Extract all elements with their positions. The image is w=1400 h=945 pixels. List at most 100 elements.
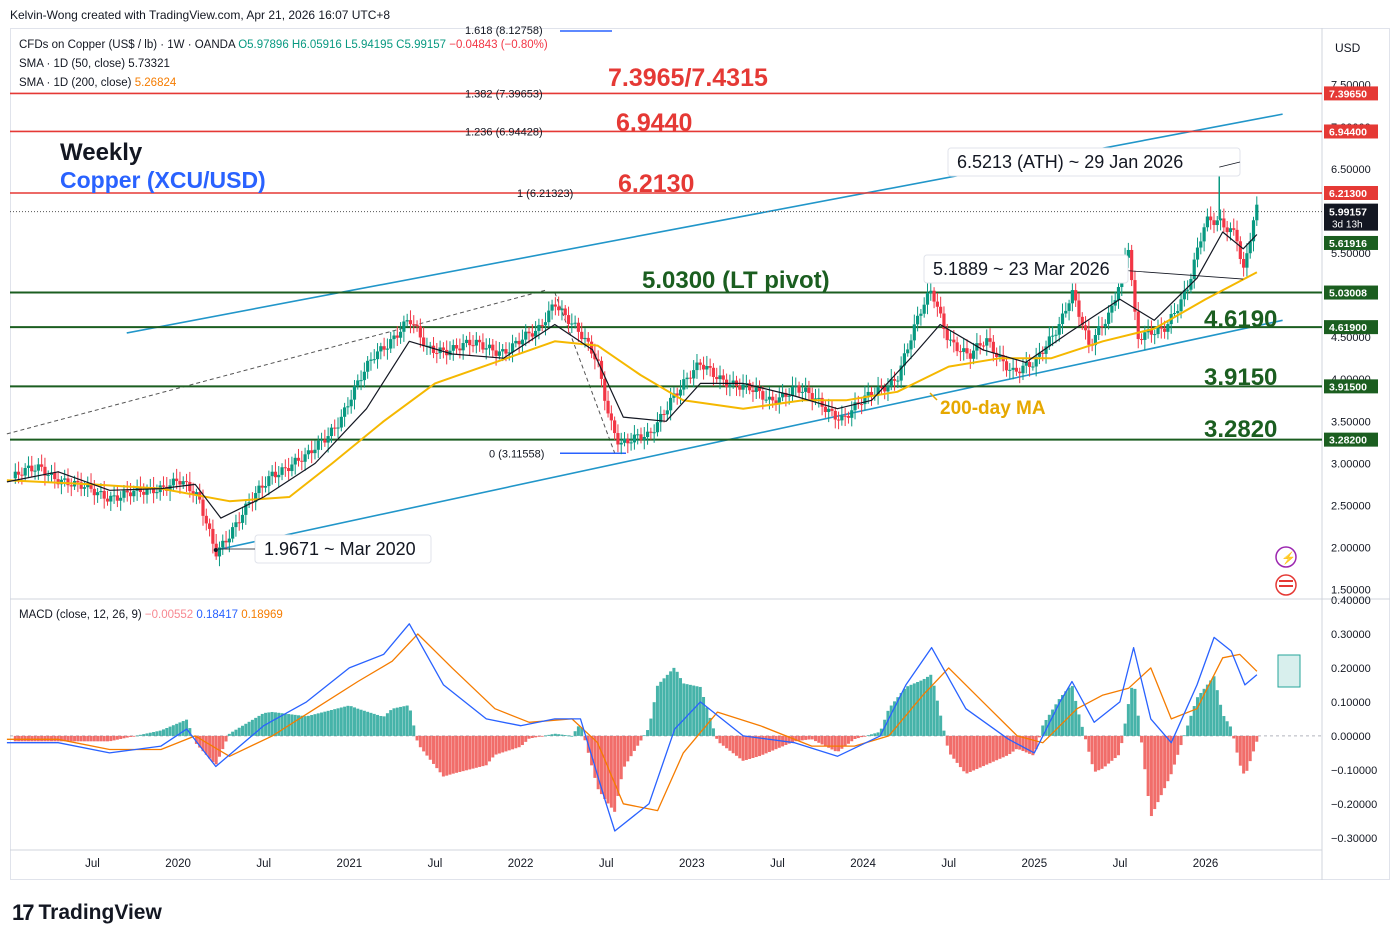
candle-body xyxy=(257,485,261,494)
histogram-bar xyxy=(662,678,666,736)
histogram-bar xyxy=(642,735,646,737)
candle-body xyxy=(181,481,185,485)
histogram-bar xyxy=(50,735,54,742)
histogram-bar xyxy=(432,735,436,764)
histogram-bar xyxy=(978,735,982,768)
candle-body xyxy=(748,383,752,391)
histogram-bar xyxy=(1225,721,1229,736)
candle-body xyxy=(454,345,459,349)
histogram-bar xyxy=(333,709,337,736)
candle-body xyxy=(1242,258,1246,268)
candle-body xyxy=(379,346,383,352)
candle-body xyxy=(1093,335,1098,346)
candle-body xyxy=(1218,218,1223,221)
candle-body xyxy=(1143,332,1147,340)
sma50-line xyxy=(6,231,1258,519)
histogram-bar xyxy=(1166,735,1170,782)
candle-body xyxy=(507,352,511,354)
tradingview-brand[interactable]: 17 TradingView xyxy=(12,900,162,926)
histogram-bar xyxy=(412,725,416,736)
chart-header: Kelvin-Wong created with TradingView.com… xyxy=(10,8,391,22)
mar2026-callout-box xyxy=(923,254,1129,284)
histogram-bar xyxy=(718,735,722,744)
candle-body xyxy=(1166,324,1170,332)
histogram-bar xyxy=(721,735,725,746)
histogram-bar xyxy=(873,733,877,736)
histogram-bar xyxy=(323,711,327,736)
histogram-bar xyxy=(217,735,221,757)
candle-body xyxy=(583,337,587,340)
histogram-bar xyxy=(135,735,139,737)
chart-frame xyxy=(10,28,1390,880)
candle-body xyxy=(1031,366,1035,368)
histogram-bar xyxy=(899,692,903,736)
price-badge xyxy=(1324,432,1378,447)
price-badge xyxy=(1324,124,1378,139)
histogram-bar xyxy=(1084,735,1088,740)
candle-body xyxy=(655,422,660,433)
histogram-bar xyxy=(708,717,712,736)
histogram-bar xyxy=(231,731,235,736)
histogram-bar xyxy=(889,705,893,736)
candle-body xyxy=(372,359,376,361)
sma200-line xyxy=(6,271,1258,503)
ma-arrow xyxy=(929,392,938,401)
candle-body xyxy=(79,482,83,489)
histogram-bar xyxy=(464,735,468,771)
time-tick-label: Jul xyxy=(599,858,614,870)
candle-body xyxy=(287,468,291,472)
candle-body xyxy=(1097,326,1101,336)
histogram-bar xyxy=(787,735,791,744)
histogram-bar xyxy=(893,701,897,736)
histogram-bar xyxy=(870,734,874,736)
sma50-legend[interactable]: SMA · 1D (50, close) 5.73321 xyxy=(19,58,170,70)
candle-body xyxy=(866,391,870,396)
candle-body xyxy=(366,360,370,372)
histogram-bar xyxy=(590,735,594,766)
histogram-bar xyxy=(784,735,788,746)
candle-body xyxy=(534,330,538,337)
level-label-3-9150: 3.9150 xyxy=(1204,364,1277,391)
sma200-legend[interactable]: SMA · 1D (200, close) 5.26824 xyxy=(19,77,176,89)
candle-body xyxy=(280,467,284,475)
candle-body xyxy=(1238,241,1242,259)
histogram-bar xyxy=(481,735,485,767)
histogram-bar xyxy=(392,708,396,736)
histogram-bar xyxy=(56,735,60,742)
histogram-bar xyxy=(422,735,426,752)
histogram-bar xyxy=(616,735,620,796)
histogram-bar xyxy=(619,735,623,780)
histogram-bar xyxy=(1182,735,1186,737)
histogram-bar xyxy=(1031,735,1035,756)
histogram-bar xyxy=(1133,688,1137,736)
symbol-name[interactable]: CFDs on Copper (US$ / lb) · 1W · OANDA xyxy=(19,39,235,51)
ma-label: 200-day MA xyxy=(940,398,1046,419)
candle-body xyxy=(1024,362,1028,366)
candle-body xyxy=(952,339,956,343)
histogram-bar xyxy=(395,707,399,736)
price-badge xyxy=(1324,86,1378,101)
histogram-bar xyxy=(310,715,314,736)
candle-body xyxy=(1126,249,1130,258)
candle-body xyxy=(412,324,416,326)
histogram-bar xyxy=(613,735,617,812)
candle-body xyxy=(965,348,969,354)
candle-body xyxy=(1057,324,1061,335)
candle-body xyxy=(69,485,73,487)
candle-body xyxy=(474,339,478,346)
histogram-bar xyxy=(379,715,383,736)
candle-body xyxy=(695,362,699,371)
histogram-bar xyxy=(316,713,320,736)
candle-body xyxy=(23,468,27,476)
candle-body xyxy=(142,491,146,495)
histogram-bar xyxy=(214,735,218,765)
macd-legend[interactable]: MACD (close, 12, 26, 9) −0.00552 0.18417… xyxy=(19,609,283,621)
candle-body xyxy=(392,335,396,340)
candle-body xyxy=(92,488,96,496)
candle-body xyxy=(636,434,640,436)
candle-body xyxy=(1130,249,1134,281)
macd-tick-label: −0.10000 xyxy=(1331,765,1377,777)
histogram-bar xyxy=(106,735,110,742)
candle-body xyxy=(63,478,67,480)
